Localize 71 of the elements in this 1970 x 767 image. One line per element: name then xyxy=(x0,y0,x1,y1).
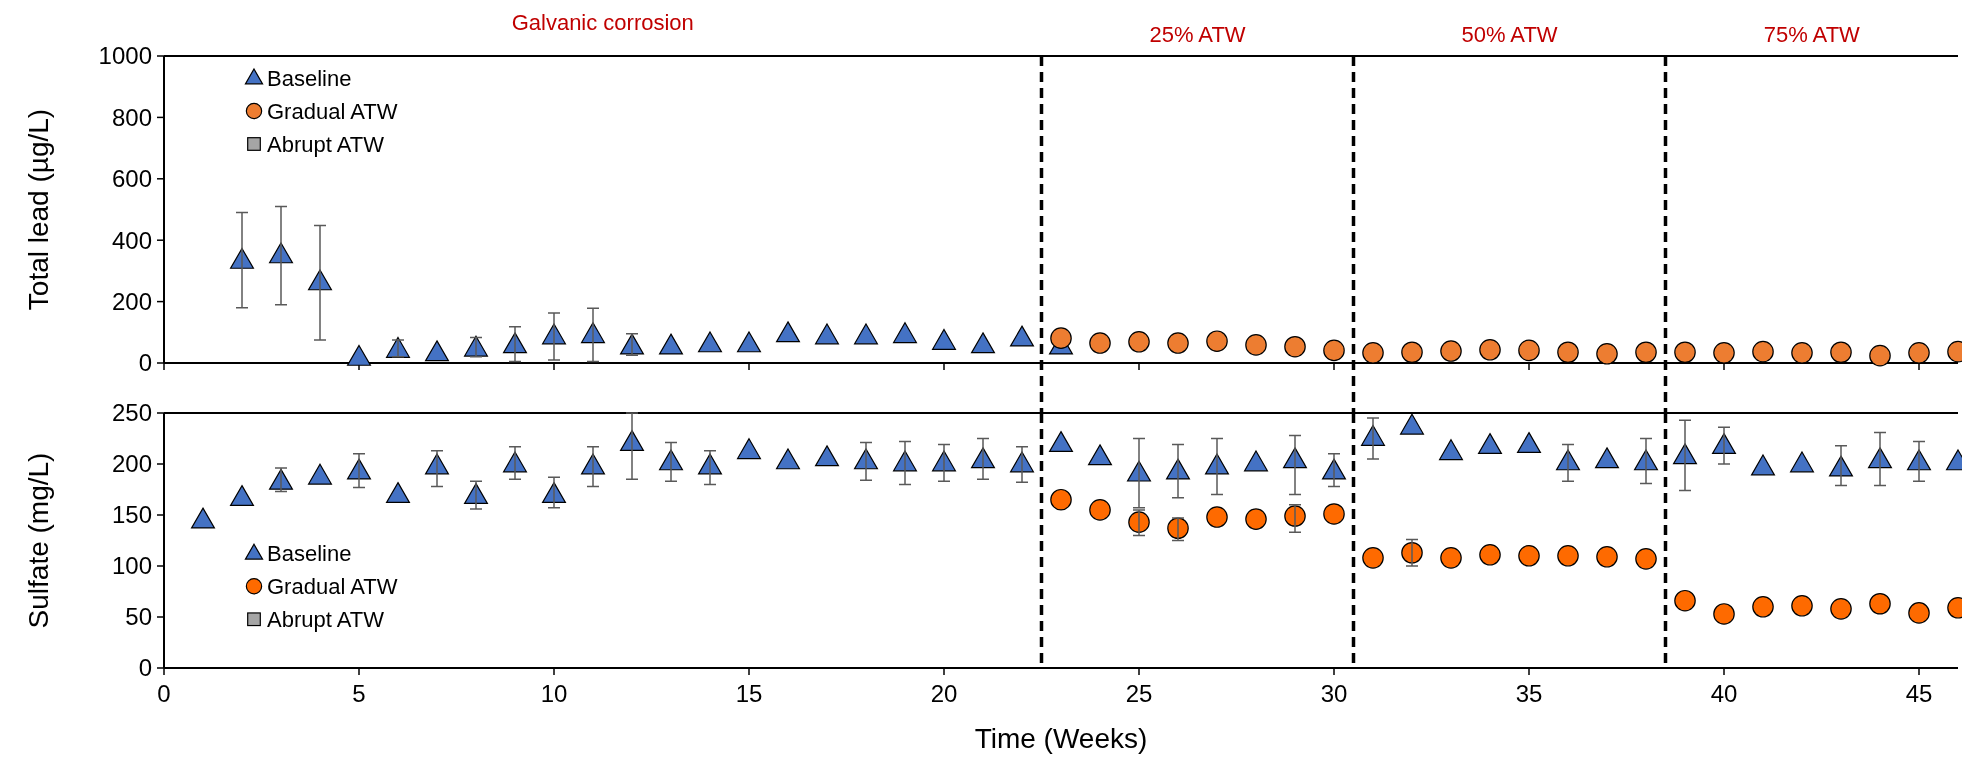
x-tick-label: 20 xyxy=(930,680,958,707)
x-tick-label: 25 xyxy=(1125,680,1153,707)
legend-label: Gradual ATW xyxy=(267,573,398,599)
point xyxy=(1557,545,1579,567)
y-tick-label: 100 xyxy=(111,552,152,580)
y-tick-label: 600 xyxy=(111,165,152,193)
point xyxy=(1050,488,1072,511)
y-tick-label: 0 xyxy=(138,654,152,682)
point xyxy=(386,482,410,503)
y-axis-title: Sulfate (mg/L) xyxy=(23,452,54,629)
y-tick-label: 400 xyxy=(111,226,152,254)
point xyxy=(1245,508,1267,530)
text: Galvanic corrosion xyxy=(511,10,694,35)
point xyxy=(776,448,800,470)
point xyxy=(815,445,839,467)
point xyxy=(1596,546,1618,568)
point xyxy=(1479,543,1501,566)
legend-label: Baseline xyxy=(267,65,352,91)
point xyxy=(1751,454,1775,476)
x-tick-label: 10 xyxy=(540,680,568,707)
text: 50% ATW xyxy=(1461,22,1558,47)
point xyxy=(1752,596,1774,618)
point xyxy=(1439,439,1463,461)
point xyxy=(191,507,215,529)
text: 75% ATW xyxy=(1763,22,1861,47)
point xyxy=(1518,545,1540,567)
legend-label: Baseline xyxy=(267,540,352,566)
point xyxy=(1088,444,1112,466)
x-tick-label: 30 xyxy=(1320,680,1348,707)
legend-label: Abrupt ATW xyxy=(267,606,385,632)
legend-label: Gradual ATW xyxy=(267,98,398,124)
point xyxy=(1206,506,1228,528)
y-tick-label: 250 xyxy=(111,399,152,427)
point xyxy=(230,485,254,507)
y-axis-title: Total lead (µg/L) xyxy=(23,108,54,311)
point xyxy=(1517,432,1541,454)
y-tick-label: 1000 xyxy=(98,42,152,70)
point xyxy=(1791,594,1813,617)
legend-label: Abrupt ATW xyxy=(267,131,385,157)
point xyxy=(1869,592,1891,615)
point xyxy=(1440,547,1462,569)
point xyxy=(1830,598,1852,620)
x-tick-label: 40 xyxy=(1710,680,1738,707)
y-tick-label: 200 xyxy=(111,450,152,478)
point xyxy=(1400,413,1424,435)
y-tick-label: 50 xyxy=(125,603,152,631)
x-tick-label: 15 xyxy=(735,680,763,707)
point xyxy=(1674,589,1696,612)
point xyxy=(1244,450,1268,472)
point xyxy=(1635,548,1657,570)
point xyxy=(1362,547,1384,569)
y-tick-label: 800 xyxy=(111,103,152,131)
point xyxy=(1323,503,1345,525)
y-tick-label: 0 xyxy=(138,349,152,377)
x-axis-title: Time (Weeks) xyxy=(974,723,1148,754)
point xyxy=(1713,603,1735,625)
y-tick-label: 200 xyxy=(111,288,152,315)
point xyxy=(1089,499,1111,521)
y-tick-label: 150 xyxy=(111,501,152,529)
x-tick-label: 45 xyxy=(1905,680,1933,707)
point xyxy=(1595,447,1619,469)
x-tick-label: 5 xyxy=(352,680,366,707)
point xyxy=(737,438,761,460)
point xyxy=(1790,451,1814,473)
x-tick-label: 35 xyxy=(1515,680,1543,707)
point xyxy=(1049,431,1073,452)
point xyxy=(308,463,332,485)
x-tick-label: 0 xyxy=(157,680,171,707)
point xyxy=(1478,433,1502,455)
text: 25% ATW xyxy=(1149,22,1246,47)
point xyxy=(1908,602,1930,624)
